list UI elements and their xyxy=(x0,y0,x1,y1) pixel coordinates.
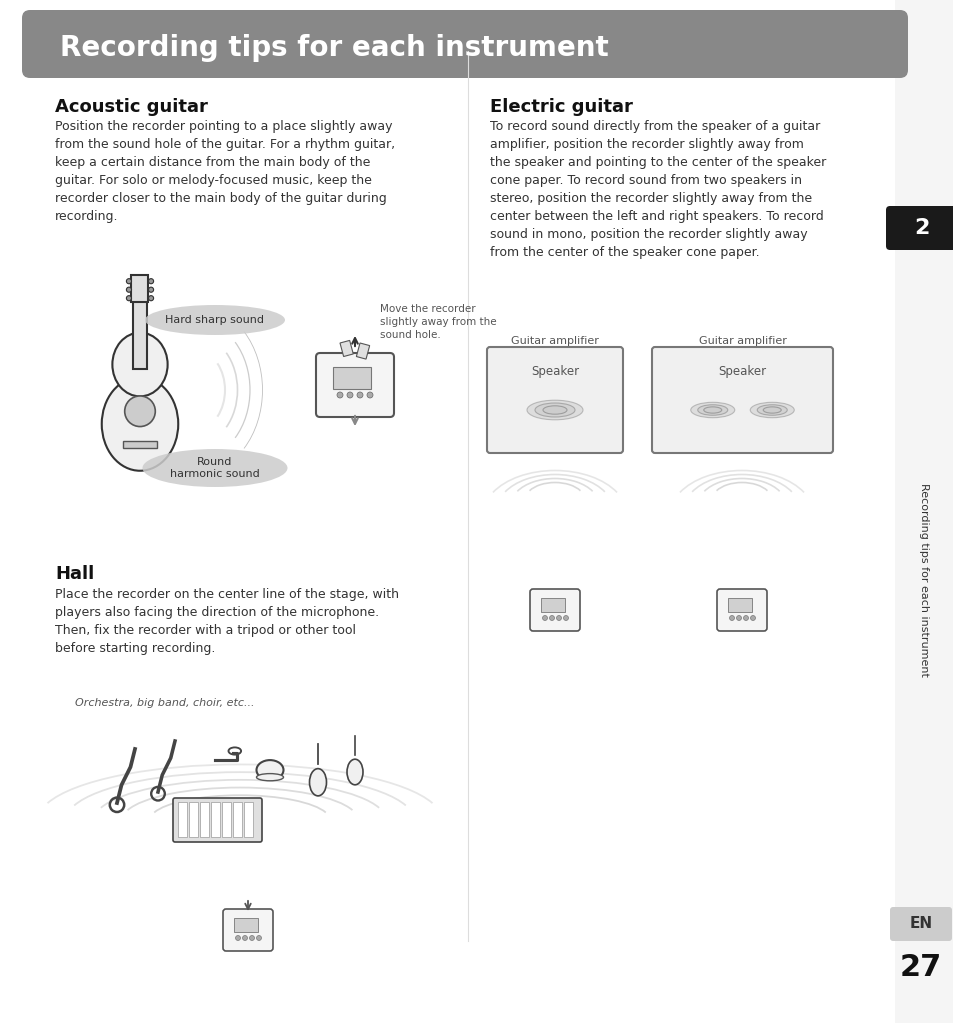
Bar xyxy=(356,343,369,359)
Circle shape xyxy=(242,935,247,940)
Text: To record sound directly from the speaker of a guitar
amplifier, position the re: To record sound directly from the speake… xyxy=(490,120,825,259)
Text: Speaker: Speaker xyxy=(531,365,578,379)
Bar xyxy=(233,918,257,932)
Circle shape xyxy=(149,278,153,283)
Bar xyxy=(244,802,253,837)
Circle shape xyxy=(556,616,561,621)
Bar xyxy=(233,802,242,837)
Ellipse shape xyxy=(142,449,287,487)
Ellipse shape xyxy=(256,773,283,781)
Circle shape xyxy=(356,392,363,398)
Circle shape xyxy=(563,616,568,621)
Ellipse shape xyxy=(256,760,283,780)
Ellipse shape xyxy=(526,400,582,419)
Text: 27: 27 xyxy=(899,953,942,982)
Bar xyxy=(123,441,157,448)
Text: Recording tips for each instrument: Recording tips for each instrument xyxy=(60,34,608,62)
Ellipse shape xyxy=(347,759,363,785)
FancyBboxPatch shape xyxy=(22,10,907,78)
Bar xyxy=(727,598,751,612)
FancyBboxPatch shape xyxy=(315,353,394,417)
Circle shape xyxy=(742,616,748,621)
Bar xyxy=(540,598,564,612)
Bar xyxy=(189,802,198,837)
FancyBboxPatch shape xyxy=(889,907,951,941)
Ellipse shape xyxy=(542,406,566,414)
Text: Orchestra, big band, choir, etc...: Orchestra, big band, choir, etc... xyxy=(75,698,254,708)
FancyBboxPatch shape xyxy=(717,589,766,631)
Text: Hall: Hall xyxy=(55,565,94,583)
Bar xyxy=(133,301,147,368)
Circle shape xyxy=(736,616,740,621)
Circle shape xyxy=(235,935,240,940)
Circle shape xyxy=(347,392,353,398)
FancyBboxPatch shape xyxy=(651,347,832,453)
Circle shape xyxy=(149,287,153,293)
Bar xyxy=(222,802,231,837)
FancyBboxPatch shape xyxy=(223,909,273,951)
Text: Round
harmonic sound: Round harmonic sound xyxy=(170,457,259,479)
Bar xyxy=(132,275,149,303)
Circle shape xyxy=(126,296,132,301)
Bar xyxy=(178,802,187,837)
Bar xyxy=(333,367,371,389)
Ellipse shape xyxy=(102,377,178,471)
Text: Place the recorder on the center line of the stage, with
players also facing the: Place the recorder on the center line of… xyxy=(55,588,398,655)
Ellipse shape xyxy=(690,402,734,417)
Circle shape xyxy=(729,616,734,621)
Circle shape xyxy=(549,616,554,621)
Ellipse shape xyxy=(697,405,727,415)
Circle shape xyxy=(367,392,373,398)
Circle shape xyxy=(336,392,343,398)
Circle shape xyxy=(750,616,755,621)
Text: Recording tips for each instrument: Recording tips for each instrument xyxy=(918,483,928,677)
Ellipse shape xyxy=(749,402,794,417)
Ellipse shape xyxy=(703,407,721,413)
Text: Guitar amplifier: Guitar amplifier xyxy=(698,336,785,346)
Ellipse shape xyxy=(762,407,781,413)
Circle shape xyxy=(125,396,155,427)
Ellipse shape xyxy=(145,305,285,335)
Circle shape xyxy=(126,278,132,283)
FancyBboxPatch shape xyxy=(530,589,579,631)
Text: 2: 2 xyxy=(913,218,929,238)
Bar xyxy=(200,802,209,837)
FancyBboxPatch shape xyxy=(885,206,953,250)
Bar xyxy=(894,0,953,1023)
Text: Speaker: Speaker xyxy=(718,365,766,379)
Text: Position the recorder pointing to a place slightly away
from the sound hole of t: Position the recorder pointing to a plac… xyxy=(55,120,395,223)
Text: Electric guitar: Electric guitar xyxy=(490,98,632,116)
Ellipse shape xyxy=(309,768,326,796)
Circle shape xyxy=(126,287,132,293)
Text: Hard sharp sound: Hard sharp sound xyxy=(165,315,264,325)
Circle shape xyxy=(149,296,153,301)
Circle shape xyxy=(250,935,254,940)
Circle shape xyxy=(542,616,547,621)
Ellipse shape xyxy=(535,403,575,417)
Bar xyxy=(211,802,220,837)
Text: Acoustic guitar: Acoustic guitar xyxy=(55,98,208,116)
Text: EN: EN xyxy=(908,917,932,932)
Text: Move the recorder
slightly away from the
sound hole.: Move the recorder slightly away from the… xyxy=(379,304,497,341)
Bar xyxy=(339,341,353,357)
Ellipse shape xyxy=(112,332,168,396)
FancyBboxPatch shape xyxy=(172,798,262,842)
Text: Guitar amplifier: Guitar amplifier xyxy=(511,336,598,346)
Ellipse shape xyxy=(757,405,786,415)
FancyBboxPatch shape xyxy=(486,347,622,453)
Circle shape xyxy=(256,935,261,940)
